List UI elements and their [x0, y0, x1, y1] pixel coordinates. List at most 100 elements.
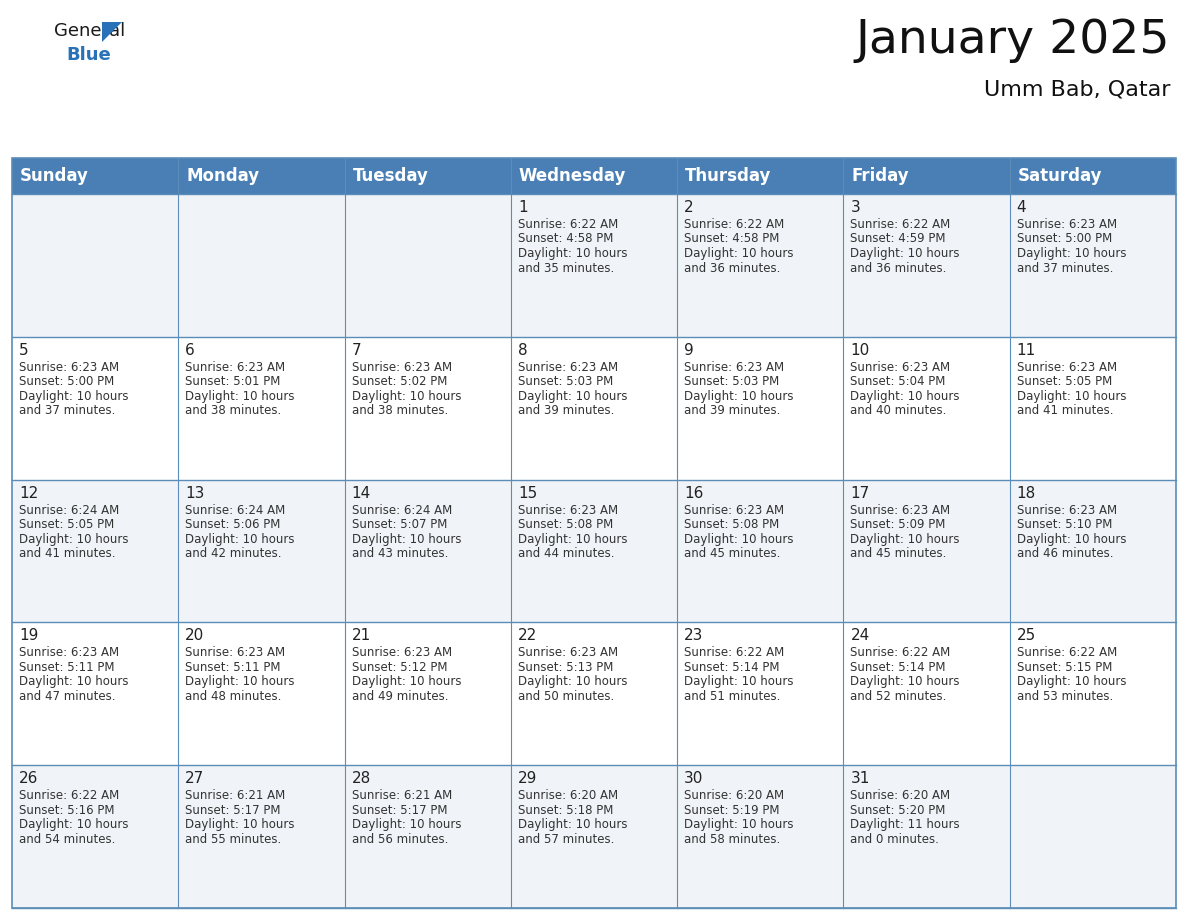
Text: Daylight: 10 hours: Daylight: 10 hours — [352, 532, 461, 545]
Text: Sunset: 5:19 PM: Sunset: 5:19 PM — [684, 803, 779, 817]
Text: Daylight: 10 hours: Daylight: 10 hours — [851, 247, 960, 260]
Text: Sunrise: 6:22 AM: Sunrise: 6:22 AM — [518, 218, 618, 231]
Text: Sunrise: 6:20 AM: Sunrise: 6:20 AM — [684, 789, 784, 802]
Text: Daylight: 10 hours: Daylight: 10 hours — [851, 532, 960, 545]
Text: Sunrise: 6:23 AM: Sunrise: 6:23 AM — [352, 646, 451, 659]
Text: and 39 minutes.: and 39 minutes. — [518, 404, 614, 418]
Bar — [1010, 194, 1176, 337]
Text: Sunset: 5:09 PM: Sunset: 5:09 PM — [851, 518, 946, 532]
Text: Sunset: 5:08 PM: Sunset: 5:08 PM — [518, 518, 613, 532]
Text: Sunrise: 6:23 AM: Sunrise: 6:23 AM — [851, 504, 950, 517]
Text: 8: 8 — [518, 342, 527, 358]
Text: Sunrise: 6:23 AM: Sunrise: 6:23 AM — [185, 361, 285, 374]
Text: Sunrise: 6:23 AM: Sunrise: 6:23 AM — [518, 504, 618, 517]
Text: and 50 minutes.: and 50 minutes. — [518, 690, 614, 703]
Text: and 41 minutes.: and 41 minutes. — [19, 547, 115, 560]
Text: and 47 minutes.: and 47 minutes. — [19, 690, 115, 703]
Bar — [511, 337, 677, 479]
Text: Daylight: 10 hours: Daylight: 10 hours — [19, 818, 128, 831]
Text: and 37 minutes.: and 37 minutes. — [1017, 262, 1113, 274]
Text: Sunset: 5:00 PM: Sunset: 5:00 PM — [19, 375, 114, 388]
Text: Thursday: Thursday — [685, 167, 771, 185]
Bar — [677, 337, 843, 479]
Text: Sunset: 4:58 PM: Sunset: 4:58 PM — [518, 232, 613, 245]
Bar — [178, 158, 345, 194]
Text: 19: 19 — [19, 629, 38, 644]
Text: 15: 15 — [518, 486, 537, 500]
Text: 31: 31 — [851, 771, 870, 786]
Text: Sunrise: 6:23 AM: Sunrise: 6:23 AM — [19, 361, 119, 374]
Text: Sunrise: 6:23 AM: Sunrise: 6:23 AM — [19, 646, 119, 659]
Text: 13: 13 — [185, 486, 204, 500]
Bar — [843, 337, 1010, 479]
Text: Daylight: 10 hours: Daylight: 10 hours — [518, 676, 627, 688]
Text: and 44 minutes.: and 44 minutes. — [518, 547, 614, 560]
Bar — [843, 479, 1010, 622]
Text: 27: 27 — [185, 771, 204, 786]
Text: Daylight: 10 hours: Daylight: 10 hours — [1017, 532, 1126, 545]
Text: and 40 minutes.: and 40 minutes. — [851, 404, 947, 418]
Text: Sunrise: 6:21 AM: Sunrise: 6:21 AM — [185, 789, 285, 802]
Text: 30: 30 — [684, 771, 703, 786]
Bar — [677, 622, 843, 766]
Text: Sunrise: 6:23 AM: Sunrise: 6:23 AM — [851, 361, 950, 374]
Text: Daylight: 10 hours: Daylight: 10 hours — [851, 676, 960, 688]
Text: Sunrise: 6:23 AM: Sunrise: 6:23 AM — [684, 361, 784, 374]
Text: 25: 25 — [1017, 629, 1036, 644]
Text: and 53 minutes.: and 53 minutes. — [1017, 690, 1113, 703]
Bar — [1010, 337, 1176, 479]
Text: Sunset: 5:15 PM: Sunset: 5:15 PM — [1017, 661, 1112, 674]
Text: Sunrise: 6:24 AM: Sunrise: 6:24 AM — [352, 504, 451, 517]
Text: Sunset: 5:07 PM: Sunset: 5:07 PM — [352, 518, 447, 532]
Bar — [178, 479, 345, 622]
Text: Daylight: 10 hours: Daylight: 10 hours — [185, 390, 295, 403]
Bar — [345, 766, 511, 908]
Text: Sunset: 5:03 PM: Sunset: 5:03 PM — [518, 375, 613, 388]
Text: 14: 14 — [352, 486, 371, 500]
Text: 29: 29 — [518, 771, 537, 786]
Bar — [677, 479, 843, 622]
Text: Daylight: 10 hours: Daylight: 10 hours — [19, 676, 128, 688]
Text: Sunrise: 6:23 AM: Sunrise: 6:23 AM — [518, 646, 618, 659]
Bar — [12, 194, 178, 337]
Text: 12: 12 — [19, 486, 38, 500]
Text: 4: 4 — [1017, 200, 1026, 215]
Text: 17: 17 — [851, 486, 870, 500]
Text: Tuesday: Tuesday — [353, 167, 429, 185]
Bar — [12, 766, 178, 908]
Text: Daylight: 10 hours: Daylight: 10 hours — [684, 247, 794, 260]
Bar — [178, 622, 345, 766]
Text: 21: 21 — [352, 629, 371, 644]
Text: 5: 5 — [19, 342, 29, 358]
Text: and 46 minutes.: and 46 minutes. — [1017, 547, 1113, 560]
Bar — [843, 158, 1010, 194]
Bar — [178, 194, 345, 337]
Text: 20: 20 — [185, 629, 204, 644]
Text: Sunrise: 6:24 AM: Sunrise: 6:24 AM — [19, 504, 119, 517]
Text: Sunrise: 6:23 AM: Sunrise: 6:23 AM — [1017, 361, 1117, 374]
Text: and 57 minutes.: and 57 minutes. — [518, 833, 614, 845]
Text: Daylight: 10 hours: Daylight: 10 hours — [518, 247, 627, 260]
Text: Sunset: 5:00 PM: Sunset: 5:00 PM — [1017, 232, 1112, 245]
Bar — [345, 158, 511, 194]
Text: and 37 minutes.: and 37 minutes. — [19, 404, 115, 418]
Text: Sunday: Sunday — [20, 167, 89, 185]
Text: Daylight: 10 hours: Daylight: 10 hours — [185, 532, 295, 545]
Bar — [12, 158, 1176, 908]
Text: Sunrise: 6:20 AM: Sunrise: 6:20 AM — [518, 789, 618, 802]
Text: Wednesday: Wednesday — [519, 167, 626, 185]
Text: 22: 22 — [518, 629, 537, 644]
Text: Sunset: 5:17 PM: Sunset: 5:17 PM — [352, 803, 447, 817]
Bar — [345, 479, 511, 622]
Text: 28: 28 — [352, 771, 371, 786]
Bar — [1010, 766, 1176, 908]
Text: Blue: Blue — [67, 46, 110, 64]
Text: Sunset: 5:11 PM: Sunset: 5:11 PM — [19, 661, 114, 674]
Bar — [345, 337, 511, 479]
Text: 11: 11 — [1017, 342, 1036, 358]
Text: Sunrise: 6:22 AM: Sunrise: 6:22 AM — [1017, 646, 1117, 659]
Bar — [511, 158, 677, 194]
Bar — [677, 194, 843, 337]
Text: 16: 16 — [684, 486, 703, 500]
Text: Monday: Monday — [187, 167, 259, 185]
